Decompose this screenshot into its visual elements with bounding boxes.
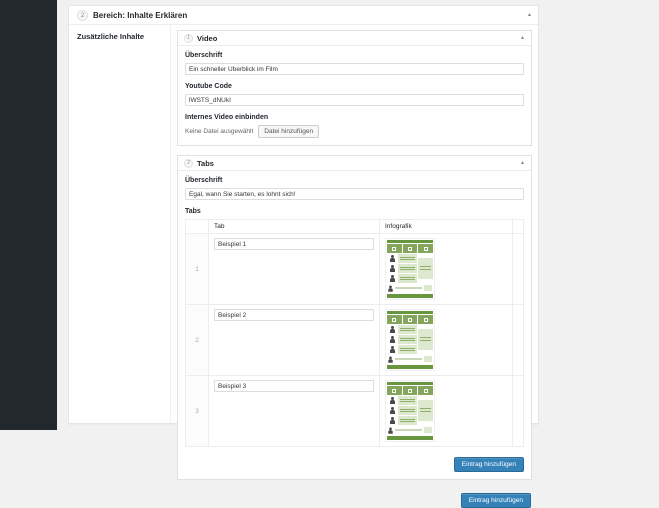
person-icon <box>389 416 395 424</box>
row-drag-handle[interactable]: 2 <box>185 304 209 376</box>
layout-title: Video <box>197 33 218 43</box>
tab-title-input[interactable] <box>214 238 374 250</box>
infografik-thumbnail[interactable] <box>385 238 435 300</box>
panel-title: Bereich: Inhalte Erklären <box>93 10 188 20</box>
layout-video-header[interactable]: 1 Video ▴ <box>178 31 531 46</box>
ueberschrift-label: Überschrift <box>185 52 223 59</box>
row-drag-handle[interactable]: 3 <box>185 375 209 447</box>
tabs-ueberschrift-input[interactable] <box>185 188 524 200</box>
person-icon <box>388 285 393 292</box>
layout-tabs-header[interactable]: 2 Tabs ▴ <box>178 156 531 171</box>
ueberschrift-label: Überschrift <box>185 177 223 184</box>
field-area: 1 Video ▴ Überschrift Youtube Code Inter… <box>171 25 538 508</box>
tab-title-input[interactable] <box>214 380 374 392</box>
layout-video: 1 Video ▴ Überschrift Youtube Code Inter… <box>177 30 532 146</box>
person-icon <box>389 335 395 343</box>
infografik-thumbnail[interactable] <box>385 380 435 442</box>
metabox-panel: 2 Bereich: Inhalte Erklären ▴ Zusätzlich… <box>68 5 539 508</box>
layout-title: Tabs <box>197 158 214 168</box>
ueberschrift-input[interactable] <box>185 63 524 75</box>
table-row: 3 <box>185 375 524 447</box>
tabs-repeater-label: Tabs <box>185 208 201 215</box>
person-icon <box>388 427 393 434</box>
no-file-text: Keine Datei ausgewählt <box>185 128 254 135</box>
person-icon <box>389 264 395 272</box>
field-label-column: Zusätzliche Inhalte <box>69 25 171 424</box>
add-row-button[interactable]: Eintrag hinzufügen <box>453 457 524 472</box>
field-label: Zusätzliche Inhalte <box>77 32 145 41</box>
layout-tabs: 2 Tabs ▴ Überschrift Tabs Tab <box>177 155 532 480</box>
layout-order-badge: 1 <box>184 33 193 43</box>
panel-header[interactable]: 2 Bereich: Inhalte Erklären ▴ <box>69 6 538 25</box>
infografik-thumbnail[interactable] <box>385 309 435 371</box>
order-column-header <box>185 219 209 234</box>
table-row: 1 <box>185 233 524 305</box>
person-icon <box>388 356 393 363</box>
actions-column-header <box>512 219 524 234</box>
internal-video-label: Internes Video einbinden <box>185 114 269 121</box>
person-icon <box>389 406 395 414</box>
table-row: 2 <box>185 304 524 376</box>
collapse-arrow-icon[interactable]: ▴ <box>520 35 524 41</box>
infografik-column-header: Infografik <box>379 219 513 234</box>
person-icon <box>389 255 395 263</box>
person-icon <box>389 274 395 282</box>
collapse-arrow-icon[interactable]: ▴ <box>527 12 531 18</box>
person-icon <box>389 397 395 405</box>
add-layout-button[interactable]: Eintrag hinzufügen <box>460 493 531 508</box>
admin-sidebar <box>0 0 57 430</box>
layout-order-badge: 2 <box>77 9 88 21</box>
person-icon <box>389 326 395 334</box>
youtube-code-input[interactable] <box>185 94 524 106</box>
add-file-button[interactable]: Datei hinzufügen <box>258 125 320 138</box>
collapse-arrow-icon[interactable]: ▴ <box>520 160 524 166</box>
tabs-repeater-table: Tab Infografik 1 <box>185 219 524 447</box>
layout-order-badge: 2 <box>184 158 193 168</box>
person-icon <box>389 345 395 353</box>
tab-column-header: Tab <box>208 219 380 234</box>
row-drag-handle[interactable]: 1 <box>185 233 209 305</box>
tab-title-input[interactable] <box>214 309 374 321</box>
youtube-code-label: Youtube Code <box>185 83 232 90</box>
